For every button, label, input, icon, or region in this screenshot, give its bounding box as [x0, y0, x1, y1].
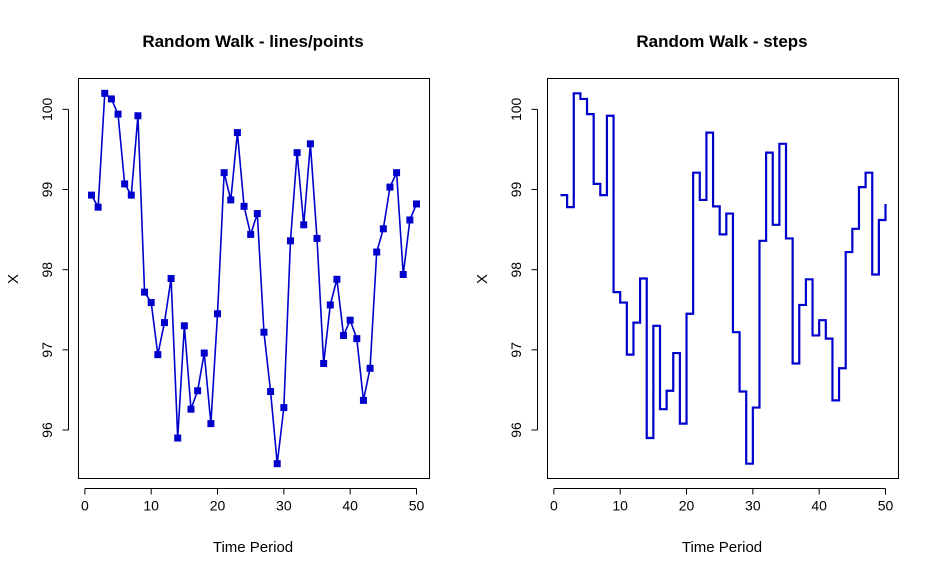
x-tick-label: 30 [745, 498, 761, 514]
x-tick-label: 30 [276, 498, 292, 514]
x-tick-label: 50 [409, 498, 425, 514]
data-point [134, 112, 142, 120]
y-tick-label: 99 [39, 182, 55, 198]
x-tick-label: 40 [342, 498, 358, 514]
plot-frame [547, 78, 899, 479]
data-point [147, 299, 155, 307]
data-point [101, 89, 109, 97]
data-point [340, 331, 348, 339]
y-tick-label: 96 [39, 422, 55, 438]
data-point [399, 270, 407, 278]
data-point [300, 221, 308, 229]
data-point [346, 316, 354, 324]
x-tick-label: 10 [143, 498, 159, 514]
data-point [326, 301, 334, 309]
y-tick-label: 100 [39, 97, 55, 121]
x-tick-label: 40 [811, 498, 827, 514]
y-axis: 96 97 98 99 100 [508, 97, 538, 438]
data-point [121, 180, 129, 188]
data-point [393, 169, 401, 177]
plot-frame [78, 78, 430, 479]
data-point [88, 191, 95, 199]
data-point [141, 288, 149, 296]
data-point [194, 387, 202, 395]
data-point [154, 351, 162, 359]
data-point [107, 95, 115, 103]
data-point [267, 388, 275, 396]
y-axis-label: X [474, 274, 491, 284]
data-point [373, 248, 381, 256]
data-point [306, 140, 314, 148]
x-axis: 0 10 20 30 40 50 [550, 488, 894, 514]
x-tick-label: 0 [81, 498, 89, 514]
data-point [353, 335, 361, 343]
y-axis: 96 97 98 99 100 [39, 97, 69, 438]
x-tick-label: 0 [550, 498, 558, 514]
data-point [386, 183, 394, 191]
y-tick-label: 97 [39, 342, 55, 358]
data-point [280, 404, 288, 412]
chart-title: Random Walk - lines/points [142, 32, 363, 51]
x-axis: 0 10 20 30 40 50 [81, 488, 425, 514]
data-point [260, 328, 268, 336]
data-point [406, 216, 414, 224]
data-point [253, 210, 261, 218]
data-point [379, 225, 387, 233]
series-line [560, 92, 887, 465]
data-point [320, 359, 328, 367]
data-point [160, 319, 168, 327]
data-point [94, 203, 102, 211]
data-point [286, 237, 294, 245]
data-point [114, 110, 122, 118]
data-point [207, 420, 215, 428]
series-marks [88, 89, 420, 468]
series-marks [560, 92, 887, 465]
x-axis-label: Time Period [682, 539, 762, 556]
data-point [200, 349, 208, 357]
data-point [220, 169, 228, 177]
data-point [233, 129, 241, 137]
y-tick-label: 96 [508, 422, 524, 438]
data-point [187, 405, 195, 413]
y-tick-label: 97 [508, 342, 524, 358]
data-point [180, 322, 188, 330]
data-point [247, 230, 255, 238]
x-tick-label: 20 [210, 498, 226, 514]
y-tick-label: 98 [39, 262, 55, 278]
data-point [174, 434, 182, 442]
y-tick-label: 98 [508, 262, 524, 278]
chart-panel-steps: Random Walk - steps Time Period X 0 10 20 3… [474, 32, 899, 556]
x-tick-label: 10 [612, 498, 628, 514]
chart-panel-lines-points: Random Walk - lines/points Time Period X… [5, 32, 430, 556]
data-point [313, 234, 321, 242]
data-point [366, 364, 374, 372]
data-point [293, 149, 301, 157]
data-point [240, 202, 248, 210]
data-point [273, 460, 281, 468]
data-point [214, 310, 222, 318]
y-axis-label: X [5, 274, 22, 284]
x-tick-label: 50 [878, 498, 894, 514]
series-line [90, 91, 418, 464]
y-tick-label: 99 [508, 182, 524, 198]
data-point [413, 200, 420, 208]
x-tick-label: 20 [679, 498, 695, 514]
data-point [359, 396, 367, 404]
chart-title: Random Walk - steps [636, 32, 807, 51]
y-tick-label: 100 [508, 97, 524, 121]
data-point [127, 191, 135, 199]
data-point [227, 196, 235, 204]
data-point [167, 275, 175, 282]
data-point [333, 275, 341, 283]
x-axis-label: Time Period [213, 539, 293, 556]
